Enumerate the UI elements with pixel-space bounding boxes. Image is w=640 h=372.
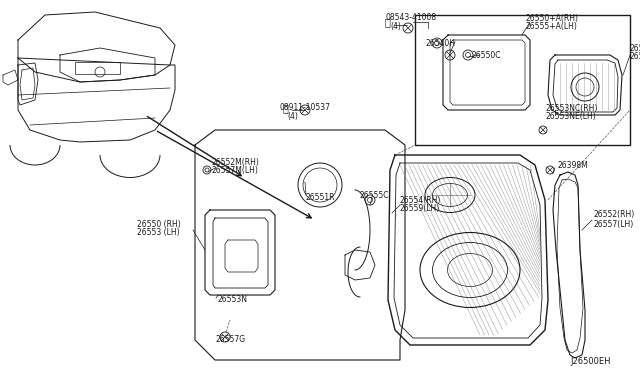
Text: 26554(RH): 26554(RH): [400, 196, 442, 205]
Text: 26550+A(RH): 26550+A(RH): [525, 13, 578, 22]
Text: 26557(LH): 26557(LH): [593, 219, 633, 228]
Text: Ⓝ: Ⓝ: [282, 103, 288, 113]
Text: 26552(RH): 26552(RH): [593, 211, 634, 219]
Text: 08911-10537: 08911-10537: [280, 103, 331, 112]
Text: (4): (4): [390, 22, 401, 32]
Text: 26554+A(RH): 26554+A(RH): [630, 44, 640, 52]
Text: 26553NE(LH): 26553NE(LH): [545, 112, 596, 121]
Text: 26555C: 26555C: [360, 190, 390, 199]
Text: 26557G: 26557G: [216, 336, 246, 344]
Text: (4): (4): [287, 112, 298, 121]
Text: 26553 (LH): 26553 (LH): [137, 228, 180, 237]
Text: 26555+A(LH): 26555+A(LH): [525, 22, 577, 31]
Text: 26550C: 26550C: [472, 51, 502, 60]
Text: Ⓢ: Ⓢ: [384, 17, 390, 27]
Text: 26553NC(RH): 26553NC(RH): [545, 103, 597, 112]
Text: 26557M(LH): 26557M(LH): [211, 166, 258, 174]
Text: 26552M(RH): 26552M(RH): [211, 157, 259, 167]
Text: 26398M: 26398M: [557, 160, 588, 170]
Bar: [415, 15, 630, 145]
Text: 26559+A(LH): 26559+A(LH): [630, 51, 640, 61]
Text: J26500EH: J26500EH: [570, 357, 611, 366]
Text: 26540H: 26540H: [425, 38, 455, 48]
Text: 08543-41008: 08543-41008: [385, 13, 436, 22]
Text: 26559(LH): 26559(LH): [400, 203, 440, 212]
Bar: [75, 62, 120, 74]
Text: 26553N: 26553N: [217, 295, 247, 305]
Text: 26550 (RH): 26550 (RH): [137, 221, 180, 230]
Text: 26551R: 26551R: [306, 192, 335, 202]
